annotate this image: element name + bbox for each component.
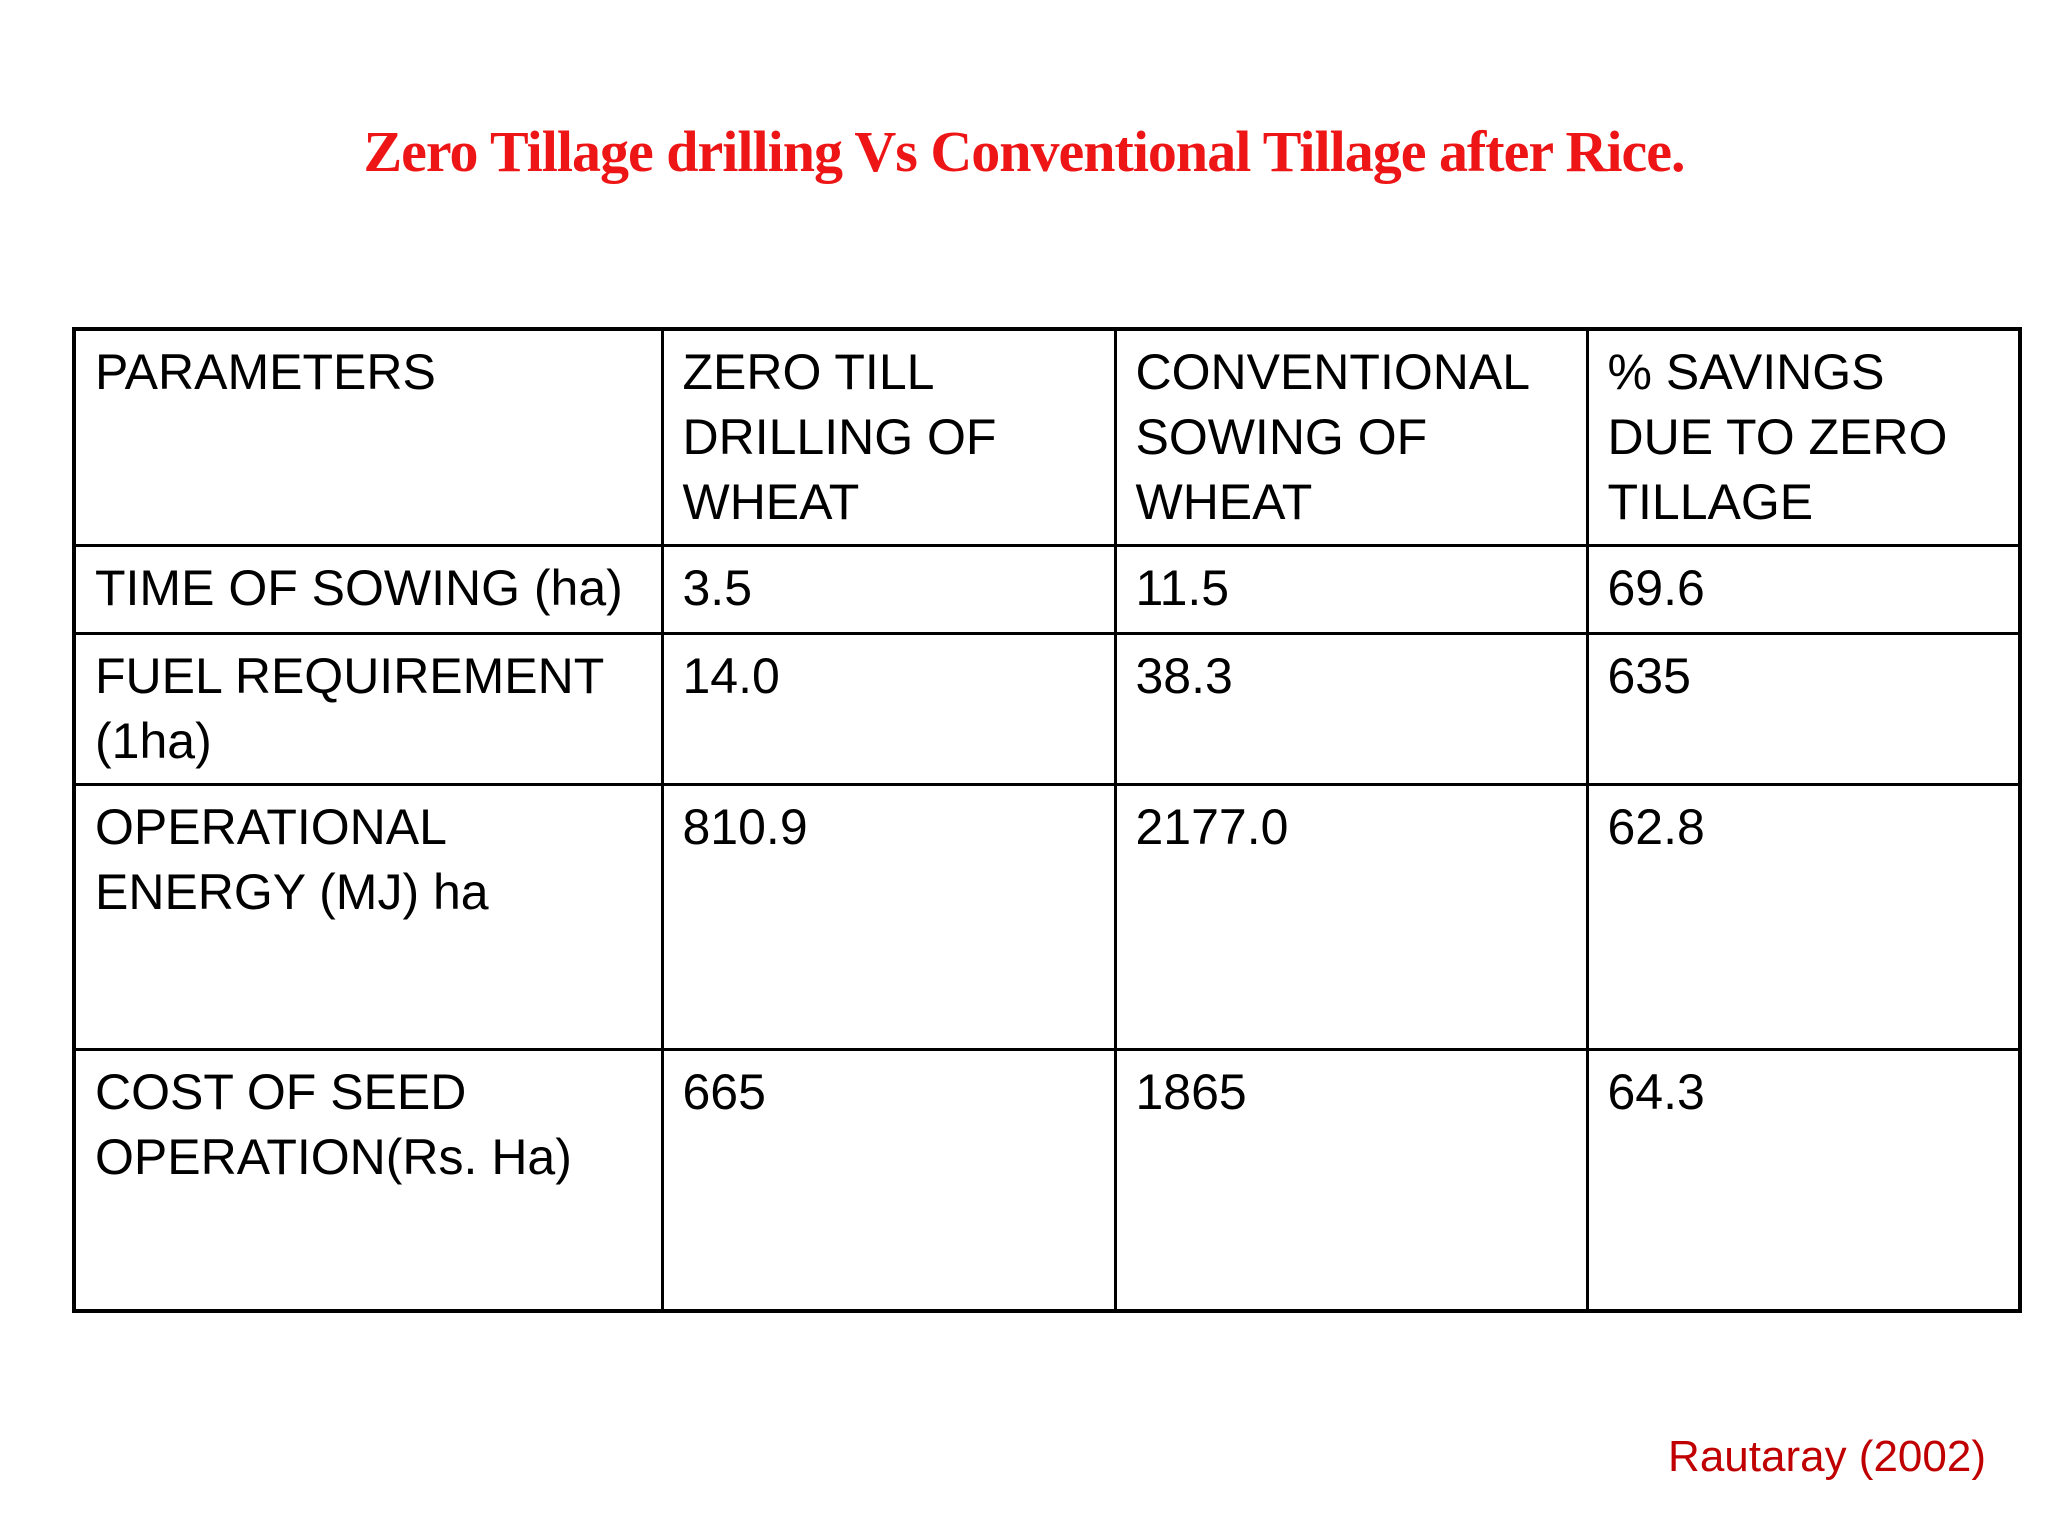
zero-till-value: 665 (660, 1048, 1117, 1312)
savings-value: 635 (1585, 632, 2022, 786)
savings-value: 69.6 (1585, 544, 2022, 635)
savings-value: 64.3 (1585, 1048, 2022, 1312)
table-header-row: PARAMETERS ZERO TILL DRILLING OF WHEAT C… (72, 327, 2022, 547)
zero-till-value: 810.9 (660, 783, 1117, 1051)
column-header-savings: % SAVINGS DUE TO ZERO TILLAGE (1585, 327, 2022, 547)
comparison-table: PARAMETERS ZERO TILL DRILLING OF WHEAT C… (72, 327, 2022, 1313)
citation: Rautaray (2002) (1668, 1432, 1986, 1481)
parameter-label: FUEL REQUIREMENT (1ha) (72, 632, 664, 786)
conventional-value: 2177.0 (1113, 783, 1589, 1051)
zero-till-value: 3.5 (660, 544, 1117, 635)
parameter-label: OPERATIONAL ENERGY (MJ) ha (72, 783, 664, 1051)
table-row-operational-energy: OPERATIONAL ENERGY (MJ) ha 810.9 2177.0 … (72, 783, 2022, 1051)
parameter-label: TIME OF SOWING (ha) (72, 544, 664, 635)
table-row-cost-of-seed: COST OF SEED OPERATION(Rs. Ha) 665 1865 … (72, 1048, 2022, 1312)
table-row-fuel-requirement: FUEL REQUIREMENT (1ha) 14.0 38.3 635 (72, 632, 2022, 786)
column-header-zero-till: ZERO TILL DRILLING OF WHEAT (660, 327, 1117, 547)
column-header-parameters: PARAMETERS (72, 327, 664, 547)
parameter-label: COST OF SEED OPERATION(Rs. Ha) (72, 1048, 664, 1312)
table-row-time-of-sowing: TIME OF SOWING (ha) 3.5 11.5 69.6 (72, 544, 2022, 635)
column-header-conventional: CONVENTIONAL SOWING OF WHEAT (1113, 327, 1589, 547)
conventional-value: 38.3 (1113, 632, 1589, 786)
zero-till-value: 14.0 (660, 632, 1117, 786)
conventional-value: 11.5 (1113, 544, 1589, 635)
savings-value: 62.8 (1585, 783, 2022, 1051)
slide-title: Zero Tillage drilling Vs Conventional Ti… (363, 119, 1685, 184)
conventional-value: 1865 (1113, 1048, 1589, 1312)
